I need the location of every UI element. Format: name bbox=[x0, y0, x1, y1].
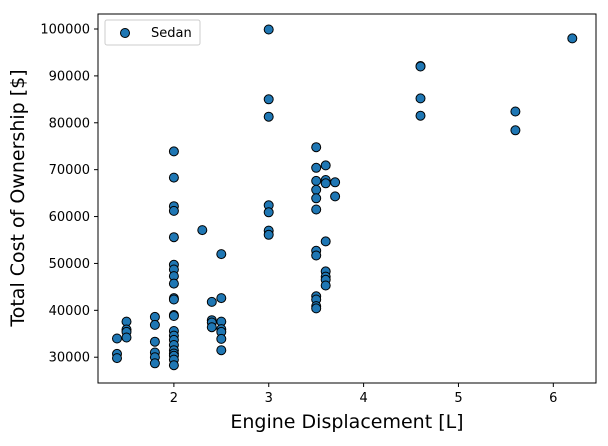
data-point bbox=[320, 178, 331, 189]
data-point bbox=[330, 191, 341, 202]
data-point bbox=[263, 94, 274, 105]
plot-frame bbox=[97, 13, 597, 384]
y-tick-label: 60000 bbox=[49, 210, 90, 225]
data-point bbox=[263, 229, 274, 240]
y-tick-label: 70000 bbox=[49, 163, 90, 178]
x-tick-label: 2 bbox=[170, 391, 178, 406]
data-point bbox=[168, 172, 179, 183]
data-point bbox=[216, 345, 227, 356]
data-point bbox=[311, 303, 322, 314]
data-point bbox=[311, 250, 322, 261]
data-point bbox=[168, 360, 179, 371]
data-point bbox=[415, 110, 426, 121]
data-point bbox=[216, 333, 227, 344]
legend-marker bbox=[120, 28, 130, 38]
data-point bbox=[311, 175, 322, 186]
plot-layer bbox=[112, 24, 578, 371]
legend-box bbox=[104, 19, 201, 46]
data-point bbox=[168, 278, 179, 289]
data-point bbox=[311, 162, 322, 173]
data-point bbox=[567, 33, 578, 44]
data-point bbox=[206, 322, 217, 333]
y-tick-label: 100000 bbox=[40, 23, 90, 38]
data-point bbox=[206, 296, 217, 307]
data-point bbox=[216, 293, 227, 304]
x-tick-label: 4 bbox=[359, 391, 367, 406]
legend-label: Sedan bbox=[151, 26, 192, 41]
data-point bbox=[311, 204, 322, 215]
data-point bbox=[168, 294, 179, 305]
y-tick-label: 80000 bbox=[49, 116, 90, 131]
data-point bbox=[320, 160, 331, 171]
data-point bbox=[168, 205, 179, 216]
data-point bbox=[168, 311, 179, 321]
data-point bbox=[121, 332, 132, 343]
data-point bbox=[510, 125, 521, 136]
data-point bbox=[510, 106, 521, 117]
data-point bbox=[168, 232, 179, 243]
data-point bbox=[311, 184, 322, 195]
y-tick-label: 50000 bbox=[49, 257, 90, 272]
data-point bbox=[263, 111, 274, 122]
legend: Sedan bbox=[104, 19, 201, 46]
y-tick-label: 30000 bbox=[49, 351, 90, 366]
data-point bbox=[149, 336, 160, 347]
ticks-layer: 2 3 4 5 6 30000 40000 50000 60000 70000 80000 90000… bbox=[40, 23, 557, 406]
data-point bbox=[149, 319, 160, 330]
y-axis-label: Total Cost of Ownership [$] bbox=[7, 69, 29, 327]
data-point bbox=[320, 280, 331, 291]
data-point bbox=[263, 24, 274, 35]
x-tick-label: 5 bbox=[454, 391, 462, 406]
data-point bbox=[415, 93, 426, 104]
data-point bbox=[320, 236, 331, 247]
data-point bbox=[149, 358, 160, 369]
y-tick-label: 90000 bbox=[49, 69, 90, 84]
data-point bbox=[168, 146, 179, 157]
data-point bbox=[216, 249, 227, 260]
data-point bbox=[263, 207, 274, 218]
data-point bbox=[197, 225, 208, 236]
data-point bbox=[415, 61, 426, 72]
data-point bbox=[311, 193, 322, 204]
data-point bbox=[311, 142, 322, 153]
y-tick-label: 40000 bbox=[49, 304, 90, 319]
data-point bbox=[112, 353, 122, 364]
x-tick-label: 6 bbox=[549, 391, 557, 406]
data-point bbox=[112, 333, 122, 344]
data-point bbox=[330, 177, 341, 188]
x-axis-label: Engine Displacement [L] bbox=[230, 411, 463, 433]
x-tick-label: 3 bbox=[265, 391, 273, 406]
